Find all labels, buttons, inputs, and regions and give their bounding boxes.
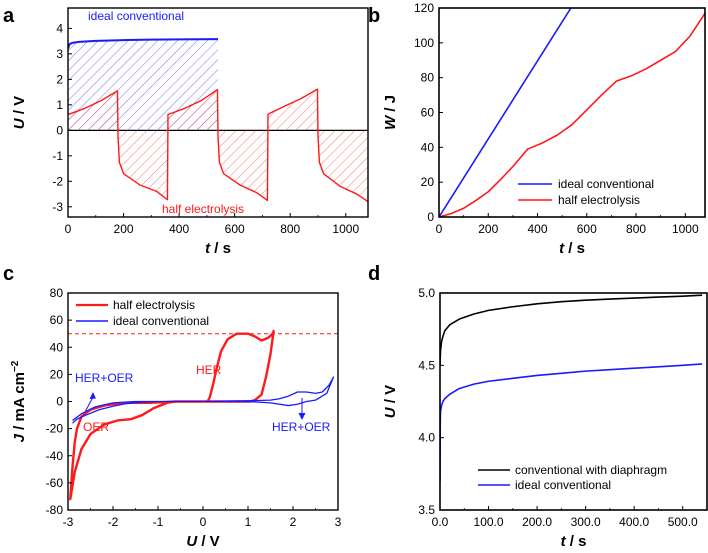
y-tick-label: 60 xyxy=(50,313,64,327)
arrow-her-oer-left-head xyxy=(89,392,96,399)
y-tick-label: 80 xyxy=(50,286,64,300)
y-tick-label: 0 xyxy=(427,210,434,224)
panel-a-plot: ideal conventional half electrolysis 0 20… xyxy=(11,7,369,257)
x-tick-label: 0 xyxy=(65,222,72,236)
panel-b-plot: ideal conventional half electrolysis 0 20… xyxy=(382,1,706,257)
y-tick-label: 20 xyxy=(50,367,64,381)
x-tick-label: 200 xyxy=(114,222,134,236)
x-tick-label: 400.0 xyxy=(619,515,649,529)
x-tick-label: 1 xyxy=(245,515,252,529)
x-tick-label: 400 xyxy=(169,222,189,236)
y-tick-label: 120 xyxy=(414,1,434,15)
y-tick-label: -2 xyxy=(52,174,63,188)
y-tick-label: 3 xyxy=(56,47,63,61)
panel-label-b: b xyxy=(368,5,380,27)
x-tick-label: 200.0 xyxy=(522,515,552,529)
y-tick-label: 1 xyxy=(56,98,63,112)
x-tick-label: 800 xyxy=(280,222,300,236)
panel-label-d: d xyxy=(368,263,380,285)
annotation-oer: OER xyxy=(83,420,109,434)
series-line-ideal-conventional xyxy=(72,376,335,424)
y-tick-label: 4.0 xyxy=(418,431,435,445)
y-tick-label: -40 xyxy=(46,449,64,463)
x-tick-label: 100.0 xyxy=(474,515,504,529)
x-tick-label: -1 xyxy=(153,515,164,529)
half-electrolysis-hatched-area xyxy=(68,89,368,202)
panel-label-a: a xyxy=(3,5,15,27)
legend-c-half-label: half electrolysis xyxy=(113,298,195,312)
y-tick-label: 60 xyxy=(421,106,435,120)
y-axis-label: U / V xyxy=(11,96,28,129)
legend-d: conventional with diaphragm ideal conven… xyxy=(478,463,667,492)
x-tick-label: 3 xyxy=(335,515,342,529)
x-tick-label: 300.0 xyxy=(571,515,601,529)
annotation-half-electrolysis: half electrolysis xyxy=(162,202,244,216)
y-tick-label: 0 xyxy=(56,395,63,409)
y-tick-label: 100 xyxy=(414,36,434,50)
legend-c-ideal-label: ideal conventional xyxy=(113,314,209,328)
x-tick-label: 800 xyxy=(626,222,646,236)
y-tick-label: -3 xyxy=(52,200,63,214)
y-tick-label: -60 xyxy=(46,476,64,490)
annotation-ideal-conventional: ideal conventional xyxy=(88,9,184,23)
y-tick-label: 5.0 xyxy=(418,286,435,300)
plot-frame xyxy=(67,7,369,218)
x-tick-label: 600 xyxy=(225,222,245,236)
legend-d-diaphragm-label: conventional with diaphragm xyxy=(515,463,667,477)
panel-a-hatched-areas xyxy=(68,39,368,202)
y-tick-label: 40 xyxy=(421,140,435,154)
series-line-half-electrolysis xyxy=(69,329,275,501)
y-tick-label: 3.5 xyxy=(418,503,435,517)
x-axis-label: U / V xyxy=(186,533,219,550)
y-axis-label: J / mA cm−2 xyxy=(10,360,28,442)
x-tick-label: 400 xyxy=(528,222,548,236)
y-tick-label: -80 xyxy=(46,503,64,517)
x-tick-label: -2 xyxy=(108,515,119,529)
panel-d-plot: conventional with diaphragm ideal conven… xyxy=(382,286,708,550)
y-tick-label: -20 xyxy=(46,422,64,436)
y-tick-label: 4.5 xyxy=(418,358,435,372)
y-tick-label: 2 xyxy=(56,72,63,86)
legend-b: ideal conventional half electrolysis xyxy=(518,177,654,207)
annotation-her-oer-left: HER+OER xyxy=(75,371,134,385)
series-line-ideal-conventional xyxy=(440,363,703,482)
series-line-half-electrolysis xyxy=(68,88,368,203)
annotation-her-oer-right: HER+OER xyxy=(272,420,331,434)
legend-d-ideal-label: ideal conventional xyxy=(515,478,611,492)
y-tick-label: 20 xyxy=(421,175,435,189)
x-tick-label: 600 xyxy=(577,222,597,236)
series-line-ideal-conventional xyxy=(68,38,219,50)
legend-b-ideal-label: ideal conventional xyxy=(558,177,654,191)
series-line-conventional-with-diaphragm xyxy=(440,294,703,366)
panel-label-c: c xyxy=(3,263,14,285)
x-tick-label: 200 xyxy=(478,222,498,236)
x-tick-label: 2 xyxy=(290,515,297,529)
x-tick-label: 1000 xyxy=(332,222,359,236)
series-line-ideal-conventional xyxy=(439,8,572,217)
x-axis-label: t / s xyxy=(561,533,587,550)
x-tick-label: -3 xyxy=(63,515,74,529)
y-axis-label: U / V xyxy=(382,385,399,418)
x-tick-label: 0 xyxy=(200,515,207,529)
y-axis-label: W / J xyxy=(382,95,399,130)
y-tick-label: -1 xyxy=(52,149,63,163)
y-tick-label: 40 xyxy=(50,340,64,354)
legend-c: half electrolysis ideal conventional xyxy=(76,298,209,328)
plot-frame xyxy=(439,292,708,511)
x-tick-label: 0.0 xyxy=(432,515,449,529)
y-tick-label: 80 xyxy=(421,71,435,85)
x-tick-label: 500.0 xyxy=(668,515,698,529)
series-line-half-electrolysis xyxy=(439,12,705,217)
x-axis-label: t / s xyxy=(559,240,585,257)
y-tick-label: 4 xyxy=(56,21,63,35)
legend-b-half-label: half electrolysis xyxy=(558,193,640,207)
arrow-her-oer-right-head xyxy=(298,413,306,420)
x-axis-label: t / s xyxy=(205,240,231,257)
panel-c-plot: half electrolysis ideal conventional HER… xyxy=(10,286,342,550)
y-tick-label: 0 xyxy=(56,123,63,137)
x-tick-label: 1000 xyxy=(672,222,699,236)
x-tick-label: 0 xyxy=(436,222,443,236)
